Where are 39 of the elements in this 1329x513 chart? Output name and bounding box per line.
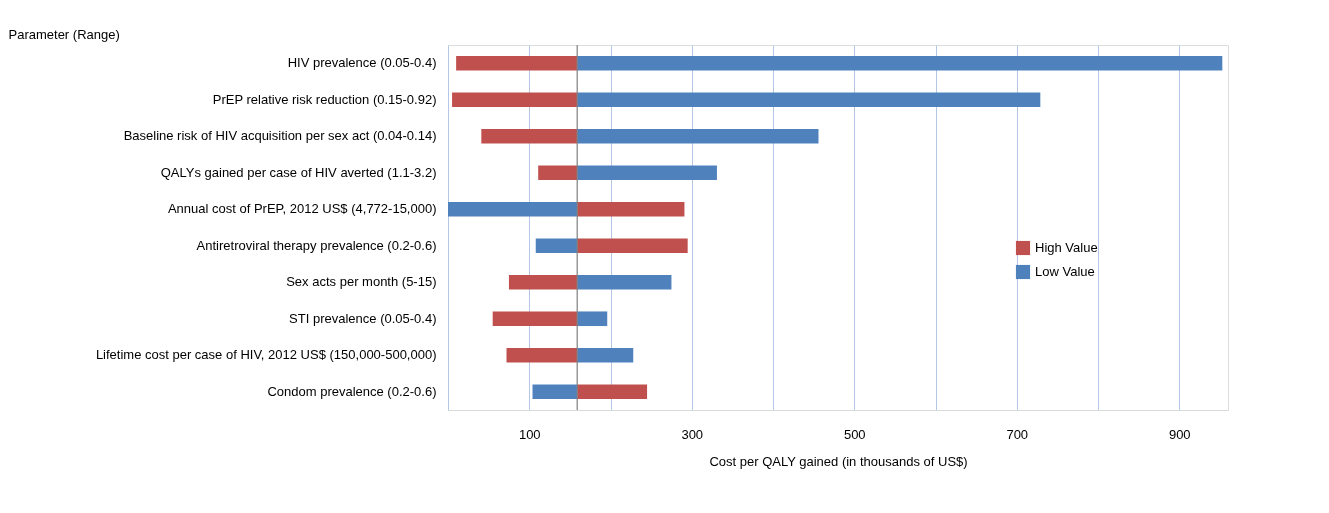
bar <box>506 347 578 363</box>
x-tick-label: 900 <box>1168 426 1191 442</box>
bar <box>577 92 1041 108</box>
y-tick-label: Annual cost of PrEP, 2012 US$ (4,772-15,000) <box>167 201 437 217</box>
y-tick-label: Lifetime cost per case of HIV, 2012 US$ (150,000-500,000) <box>95 347 437 363</box>
y-tick-label: STI prevalence (0.05-0.4) <box>289 310 437 326</box>
x-tick-label: 300 <box>681 426 704 442</box>
bar <box>538 165 578 181</box>
legend-label: High Value <box>1035 240 1098 255</box>
x-tick-label: 700 <box>1006 426 1029 442</box>
y-axis-title: Parameter (Range) <box>8 26 120 42</box>
y-tick-label: QALYs gained per case of HIV averted (1.1-3.2) <box>160 164 437 180</box>
x-axis-title: Cost per QALY gained (in thousands of US$) <box>709 453 968 469</box>
y-tick-label: Antiretroviral therapy prevalence (0.2-0.6) <box>196 237 437 253</box>
bar <box>577 274 672 290</box>
bar <box>492 311 578 327</box>
bar <box>535 238 578 254</box>
bar <box>577 311 608 327</box>
bar <box>532 384 578 400</box>
x-tick-label: 100 <box>518 426 541 442</box>
y-tick-label: Condom prevalence (0.2-0.6) <box>267 383 437 399</box>
bar <box>577 55 1223 71</box>
bar <box>452 92 578 108</box>
y-tick-label: Baseline risk of HIV acquisition per sex act (0.04-0.14) <box>123 128 437 144</box>
bar <box>577 347 634 363</box>
y-tick-label: PrEP relative risk reduction (0.15-0.92) <box>212 91 437 107</box>
bar <box>508 274 578 290</box>
y-tick-label: Sex acts per month (5-15) <box>286 274 437 290</box>
y-tick-label: HIV prevalence (0.05-0.4) <box>287 55 437 71</box>
bar <box>577 165 717 181</box>
bar <box>577 384 648 400</box>
x-tick-label: 500 <box>843 426 866 442</box>
bar <box>577 238 688 254</box>
bar <box>577 201 685 217</box>
bar <box>448 201 578 217</box>
bar <box>577 128 819 144</box>
bar <box>481 128 578 144</box>
bar <box>456 55 578 71</box>
legend-label: Low Value <box>1035 264 1095 279</box>
